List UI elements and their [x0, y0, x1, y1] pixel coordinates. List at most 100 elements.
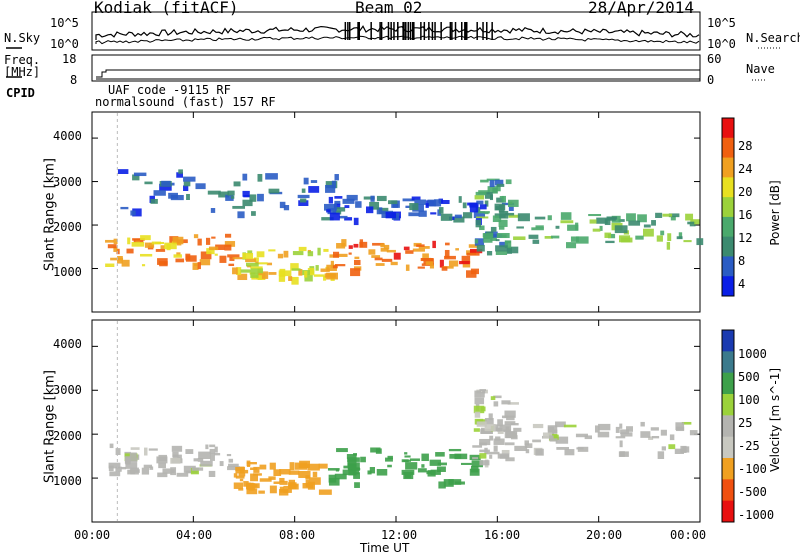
- velocity-cell: [542, 432, 553, 439]
- power-cell: [205, 237, 211, 245]
- velocity-cell: [460, 462, 472, 465]
- velocity-cell: [149, 466, 154, 470]
- power-cell: [353, 217, 359, 226]
- power-cell: [279, 201, 286, 209]
- power-cell: [331, 180, 336, 189]
- velocity-cell: [334, 473, 347, 480]
- power-cell: [504, 240, 512, 249]
- power-cell: [359, 241, 368, 248]
- power-cell: [257, 271, 269, 279]
- power-cell: [469, 205, 479, 213]
- power-cell: [479, 204, 487, 210]
- noise-search-label: N.Search: [746, 31, 800, 45]
- power-cell: [315, 265, 319, 271]
- velocity-cell: [675, 422, 685, 431]
- power-cell: [651, 220, 656, 226]
- velocity-cell: [479, 449, 490, 453]
- vel-cbar-tick-25: 25: [738, 416, 753, 430]
- velocity-cell: [549, 438, 558, 442]
- power-cell: [412, 248, 425, 252]
- freq-left-tick-bottom: 8: [70, 73, 78, 87]
- power-cell: [656, 235, 663, 242]
- velocity-cell: [532, 423, 544, 429]
- power-cell: [278, 275, 286, 282]
- power-cell: [441, 266, 448, 271]
- power-cell: [499, 210, 509, 219]
- power-cell: [380, 243, 385, 248]
- velocity-cell: [479, 460, 490, 466]
- power-cell: [496, 183, 505, 187]
- power-cell: [496, 197, 504, 203]
- velocity-cell: [246, 461, 257, 465]
- power-cell: [283, 250, 289, 258]
- power-cell: [218, 191, 230, 198]
- power-cell: [484, 192, 493, 199]
- velocity-colorbar-segment: [722, 415, 734, 438]
- velocity-ytick-1000: 1000: [53, 474, 82, 488]
- velocity-cell: [210, 453, 215, 461]
- velocity-cell: [577, 446, 589, 452]
- power-cell: [605, 240, 615, 244]
- velocity-cell: [170, 457, 181, 464]
- power-cell: [417, 266, 425, 269]
- power-cell: [668, 213, 680, 218]
- velocity-cell: [547, 426, 554, 432]
- velocity-cell: [109, 471, 121, 477]
- power-cell: [133, 172, 147, 177]
- power-cell: [292, 251, 304, 256]
- velocity-cell: [401, 459, 409, 463]
- power-cell: [442, 266, 454, 269]
- power-cell: [418, 210, 427, 217]
- xtick-0000a: 00:00: [74, 528, 111, 542]
- velocity-cell: [479, 438, 491, 446]
- power-cell: [486, 251, 493, 256]
- power-cell: [249, 194, 257, 202]
- power-cell: [132, 238, 145, 241]
- velocity-cell: [108, 465, 114, 472]
- velocity-cell: [449, 453, 462, 459]
- velocity-cell: [312, 471, 318, 478]
- power-ytick-3000: 3000: [53, 175, 82, 189]
- power-cell: [227, 254, 240, 258]
- power-cell: [454, 214, 462, 219]
- power-cbar-tick-20: 20: [738, 185, 753, 199]
- power-cell: [528, 234, 539, 239]
- velocity-cell: [387, 464, 392, 468]
- power-cell: [194, 263, 198, 267]
- power-cell: [490, 226, 497, 232]
- power-cell: [604, 232, 612, 238]
- power-cell: [575, 236, 589, 244]
- velocity-cell: [387, 455, 393, 460]
- power-cell: [268, 272, 277, 275]
- nave-label: Nave: [746, 62, 775, 76]
- velocity-cell: [235, 466, 245, 471]
- velocity-cell: [172, 454, 182, 460]
- velocity-cell: [501, 400, 511, 405]
- power-cell: [304, 274, 313, 282]
- power-cell: [176, 252, 181, 256]
- velocity-cell: [660, 429, 667, 436]
- power-cell: [210, 208, 216, 213]
- velocity-cell: [351, 468, 361, 471]
- power-cell: [427, 199, 437, 207]
- velocity-cell: [208, 470, 216, 477]
- velocity-cell: [680, 445, 687, 453]
- power-cell: [423, 258, 434, 265]
- velocity-cell: [115, 448, 121, 456]
- velocity-cell: [289, 483, 299, 490]
- power-cell: [150, 198, 158, 204]
- power-cell: [475, 219, 482, 228]
- velocity-panel-frame: [91, 319, 701, 523]
- power-cell: [683, 240, 692, 243]
- velocity-cell: [353, 472, 360, 479]
- power-cell: [250, 272, 259, 278]
- power-cell: [327, 208, 337, 215]
- freq-panel-frame: [91, 54, 701, 82]
- velocity-cell: [429, 459, 441, 466]
- velocity-cell: [109, 443, 114, 449]
- power-cell: [374, 257, 383, 261]
- velocity-cell: [430, 469, 441, 475]
- power-cell: [160, 245, 165, 250]
- power-cell: [560, 212, 572, 220]
- power-cell: [459, 260, 470, 265]
